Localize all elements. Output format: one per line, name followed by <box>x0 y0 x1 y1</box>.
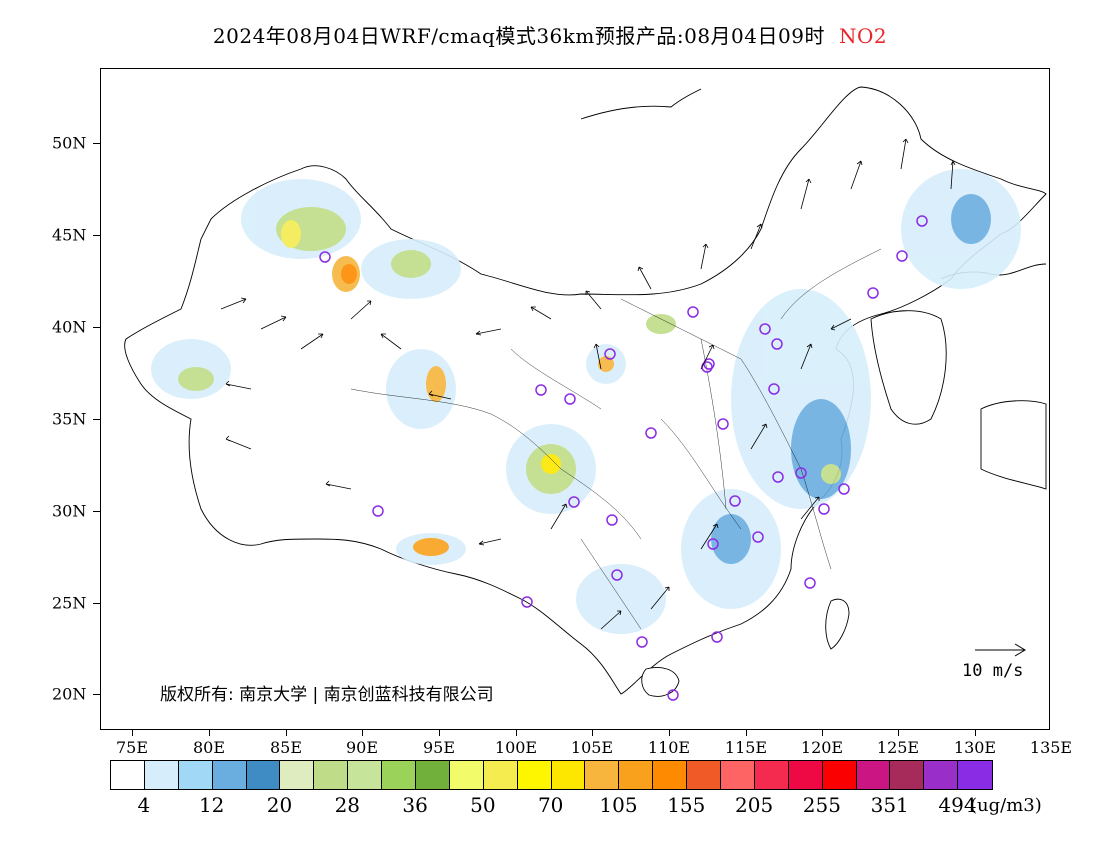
colorbar-label: 20 <box>266 793 293 817</box>
lat-tick <box>93 327 100 328</box>
colorbar-swatch-12 <box>517 761 552 789</box>
colorbar-swatch-19 <box>754 761 789 789</box>
japan <box>980 400 1047 490</box>
colorbar-swatch-21 <box>822 761 857 789</box>
lat-label-45n: 45N <box>52 225 87 245</box>
city-markers <box>319 215 928 701</box>
lon-tick <box>209 730 210 736</box>
lat-tick <box>93 694 100 695</box>
colorbar-label: 155 <box>667 793 706 817</box>
colorbar-label: 105 <box>599 793 638 817</box>
wind-reference-arrow-icon <box>975 643 1026 657</box>
lat-label-40n: 40N <box>52 317 87 337</box>
province-borders <box>350 248 882 630</box>
lon-tick <box>132 730 133 736</box>
colorbar-label: 50 <box>470 793 496 817</box>
lon-label-105e: 105E <box>570 738 614 757</box>
lon-label-110e: 110E <box>647 738 691 757</box>
colorbar-unit: (ug/m3) <box>970 795 1042 816</box>
lat-tick <box>93 143 100 144</box>
lat-tick <box>93 511 100 512</box>
map-canvas <box>124 86 1047 701</box>
colorbar-swatch-25 <box>958 761 993 789</box>
lat-label-25n: 25N <box>52 593 87 613</box>
title-main: 2024年08月04日WRF/cmaq模式36km预报产品:08月04日09时 <box>212 24 825 48</box>
colorbar-swatch-11 <box>483 761 518 789</box>
lon-tick <box>669 730 670 736</box>
colorbar-swatch-4 <box>246 761 281 789</box>
colorbar-label: 12 <box>198 793 225 817</box>
copyright-text: 版权所有: 南京大学 | 南京创蓝科技有限公司 <box>160 685 494 705</box>
lon-label-95e: 95E <box>422 738 456 757</box>
lon-label-125e: 125E <box>876 738 920 757</box>
coastline-russia <box>580 88 702 120</box>
colorbar-swatch-6 <box>314 761 349 789</box>
colorbar-label: 36 <box>402 793 428 817</box>
colorbar-swatch-16 <box>653 761 688 789</box>
colorbar-swatch-24 <box>924 761 959 789</box>
wind-vectors <box>220 138 956 630</box>
lon-tick <box>362 730 363 736</box>
colorbar-swatch-8 <box>382 761 417 789</box>
colorbar-swatch-13 <box>551 761 586 789</box>
colorbar-swatch-5 <box>280 761 315 789</box>
colorbar-swatch-17 <box>687 761 722 789</box>
colorbar-swatch-10 <box>449 761 484 789</box>
lat-label-30n: 30N <box>52 501 87 521</box>
map-title: 2024年08月04日WRF/cmaq模式36km预报产品:08月04日09时 N… <box>0 20 1100 49</box>
no2-field <box>151 169 1021 634</box>
lat-tick <box>93 419 100 420</box>
colorbar-swatch-18 <box>721 761 755 789</box>
lon-tick <box>592 730 593 736</box>
lon-tick <box>975 730 976 736</box>
colorbar-label: 28 <box>334 793 361 817</box>
colorbar-swatch-0 <box>111 761 145 789</box>
colorbar-swatch-7 <box>348 761 383 789</box>
colorbar-label: 70 <box>537 793 564 817</box>
colorbar <box>110 760 994 790</box>
colorbar-label: 351 <box>870 793 909 817</box>
colorbar-swatch-20 <box>788 761 823 789</box>
lon-label-120e: 120E <box>800 738 844 757</box>
colorbar-label: 255 <box>802 793 841 817</box>
colorbar-swatch-2 <box>178 761 213 789</box>
hainan <box>641 667 680 697</box>
colorbar-swatch-22 <box>856 761 891 789</box>
colorbar-swatch-3 <box>212 761 247 789</box>
lat-label-35n: 35N <box>52 409 87 429</box>
taiwan <box>825 598 850 650</box>
korea <box>870 310 947 425</box>
colorbar-swatch-1 <box>144 761 179 789</box>
wind-reference-label: 10 m/s <box>962 661 1024 681</box>
colorbar-label: 494 <box>938 793 977 817</box>
lat-label-20n: 20N <box>52 684 87 704</box>
lon-tick <box>516 730 517 736</box>
lon-label-75e: 75E <box>115 738 149 757</box>
lon-label-80e: 80E <box>192 738 226 757</box>
colorbar-label: 4 <box>137 793 151 817</box>
map-panel[interactable] <box>100 68 1050 730</box>
colorbar-swatch-14 <box>585 761 620 789</box>
lon-label-100e: 100E <box>494 738 538 757</box>
lat-label-50n: 50N <box>52 133 87 153</box>
colorbar-swatch-23 <box>890 761 925 789</box>
lon-label-135e: 135E <box>1029 738 1073 757</box>
lat-tick <box>93 603 100 604</box>
lon-label-85e: 85E <box>269 738 303 757</box>
lon-label-115e: 115E <box>724 738 768 757</box>
colorbar-swatch-9 <box>416 761 450 789</box>
lon-label-130e: 130E <box>953 738 997 757</box>
lon-tick <box>286 730 287 736</box>
lon-tick <box>898 730 899 736</box>
lon-tick <box>439 730 440 736</box>
lon-tick <box>746 730 747 736</box>
lon-label-90e: 90E <box>345 738 379 757</box>
lon-tick <box>822 730 823 736</box>
colorbar-swatch-15 <box>619 761 654 789</box>
lat-tick <box>93 235 100 236</box>
title-species: NO2 <box>838 24 888 48</box>
colorbar-label: 205 <box>735 793 774 817</box>
